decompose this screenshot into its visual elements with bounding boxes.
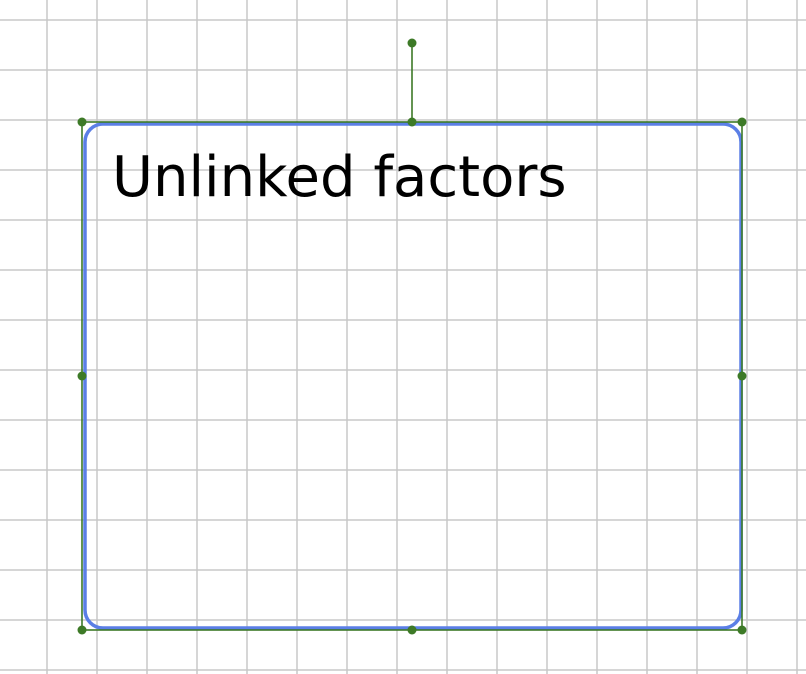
resize-handle-bottom-left[interactable] bbox=[77, 625, 87, 635]
resize-handle-top[interactable] bbox=[407, 117, 417, 127]
resize-handle-top-right[interactable] bbox=[737, 117, 747, 127]
resize-handle-top-left[interactable] bbox=[77, 117, 87, 127]
rotation-handle[interactable] bbox=[407, 38, 417, 48]
resize-handle-left[interactable] bbox=[77, 371, 87, 381]
resize-handle-bottom[interactable] bbox=[407, 625, 417, 635]
shape-label[interactable]: Unlinked factors bbox=[112, 145, 567, 210]
resize-handle-right[interactable] bbox=[737, 371, 747, 381]
selection-overlay bbox=[77, 38, 747, 635]
resize-handle-bottom-right[interactable] bbox=[737, 625, 747, 635]
